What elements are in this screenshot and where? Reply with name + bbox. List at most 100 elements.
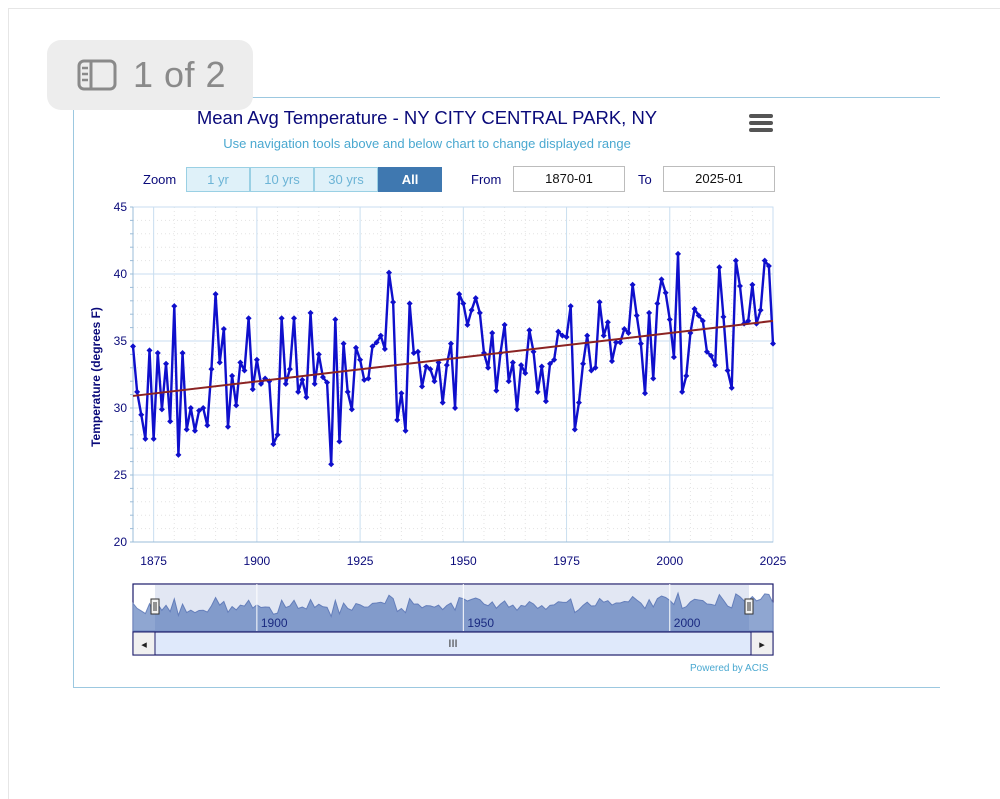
data-point bbox=[414, 348, 421, 355]
data-point bbox=[324, 379, 331, 386]
data-point bbox=[625, 329, 632, 336]
from-label: From bbox=[471, 172, 502, 187]
data-point bbox=[171, 303, 178, 310]
page-border bbox=[8, 8, 1000, 799]
data-point bbox=[291, 315, 298, 322]
data-point bbox=[270, 441, 277, 448]
data-point bbox=[237, 359, 244, 366]
data-point bbox=[567, 303, 574, 310]
temperature-series-line bbox=[131, 252, 775, 466]
data-point bbox=[443, 362, 450, 369]
data-point bbox=[278, 315, 285, 322]
from-date-input[interactable]: 1870-01 bbox=[513, 166, 625, 192]
data-point bbox=[394, 417, 401, 424]
data-point bbox=[427, 366, 434, 373]
data-point bbox=[695, 312, 702, 319]
data-point bbox=[617, 339, 624, 346]
data-point bbox=[716, 264, 723, 271]
data-point bbox=[724, 367, 731, 374]
data-point bbox=[154, 350, 161, 357]
data-point bbox=[258, 380, 264, 387]
data-point bbox=[381, 346, 388, 353]
data-point bbox=[538, 363, 545, 370]
data-point bbox=[555, 328, 562, 335]
hamburger-menu-icon[interactable] bbox=[749, 114, 773, 134]
data-point bbox=[274, 431, 281, 438]
data-point bbox=[348, 406, 355, 413]
x-tick-label: 2025 bbox=[760, 554, 787, 568]
zoom-all-button[interactable]: All bbox=[378, 167, 442, 192]
data-point bbox=[629, 281, 636, 288]
data-point bbox=[666, 316, 673, 323]
data-point bbox=[241, 367, 248, 374]
scrollbar-grip-label: III bbox=[448, 638, 457, 650]
scroll-left-button[interactable] bbox=[132, 631, 156, 656]
x-tick-label: 1875 bbox=[140, 554, 167, 568]
data-point bbox=[456, 291, 463, 298]
data-point bbox=[658, 276, 665, 283]
data-point bbox=[208, 366, 215, 373]
x-tick-label: 1900 bbox=[244, 554, 271, 568]
y-tick-label: 25 bbox=[114, 468, 128, 482]
page-indicator[interactable]: 1 of 2 bbox=[47, 40, 253, 110]
to-date-input[interactable]: 2025-01 bbox=[663, 166, 775, 192]
data-point bbox=[675, 250, 682, 257]
x-tick-label: 1925 bbox=[347, 554, 374, 568]
navigator-tick-label: 1900 bbox=[261, 616, 288, 630]
data-point bbox=[303, 394, 310, 401]
data-point bbox=[770, 340, 776, 347]
data-point bbox=[534, 388, 541, 395]
data-point bbox=[386, 269, 392, 276]
data-point bbox=[299, 376, 306, 383]
data-point bbox=[464, 321, 471, 328]
scrollbar-thumb[interactable] bbox=[156, 633, 750, 654]
sidebar-icon bbox=[77, 59, 117, 91]
data-point bbox=[485, 364, 492, 371]
data-point bbox=[419, 383, 426, 390]
data-point bbox=[332, 316, 339, 323]
x-tick-label: 2000 bbox=[656, 554, 683, 568]
navigator-left-handle[interactable] bbox=[150, 598, 160, 615]
data-point bbox=[736, 283, 743, 290]
data-point bbox=[460, 300, 467, 307]
zoom-10yrs-button[interactable]: 10 yrs bbox=[250, 167, 314, 192]
data-point bbox=[204, 422, 211, 429]
chart-title: Mean Avg Temperature - NY CITY CENTRAL P… bbox=[196, 107, 658, 128]
data-point bbox=[282, 380, 289, 387]
data-point bbox=[373, 339, 380, 346]
data-point bbox=[146, 347, 153, 354]
data-point bbox=[233, 402, 240, 409]
data-point bbox=[757, 307, 764, 314]
zoom-30yrs-button[interactable]: 30 yrs bbox=[314, 167, 378, 192]
data-point bbox=[340, 340, 347, 347]
data-point bbox=[390, 299, 397, 306]
data-point bbox=[526, 327, 533, 334]
y-tick-label: 35 bbox=[114, 334, 128, 348]
y-tick-label: 20 bbox=[114, 535, 128, 549]
data-point bbox=[604, 319, 611, 326]
data-point bbox=[423, 363, 430, 370]
powered-by-link[interactable]: Powered by ACIS bbox=[690, 663, 769, 674]
data-point bbox=[163, 360, 170, 367]
zoom-1yr-button[interactable]: 1 yr bbox=[186, 167, 250, 192]
data-point bbox=[295, 388, 302, 395]
navigator-right-handle[interactable] bbox=[744, 598, 754, 615]
data-point bbox=[584, 332, 591, 339]
data-point bbox=[220, 325, 227, 332]
data-point bbox=[505, 378, 512, 385]
data-point bbox=[377, 332, 384, 339]
data-point bbox=[138, 411, 145, 418]
data-point bbox=[476, 309, 483, 316]
data-point bbox=[600, 332, 607, 339]
page-indicator-label: 1 of 2 bbox=[133, 54, 227, 95]
scroll-right-button[interactable] bbox=[750, 631, 774, 656]
data-point bbox=[224, 423, 231, 430]
data-point bbox=[613, 339, 620, 346]
data-point bbox=[175, 451, 182, 458]
data-point bbox=[245, 315, 252, 322]
data-point bbox=[580, 360, 587, 367]
data-point bbox=[406, 300, 413, 307]
chart-subtitle: Use navigation tools above and below cha… bbox=[223, 136, 631, 151]
data-point bbox=[344, 388, 351, 395]
chart-frame-bottom bbox=[73, 687, 940, 688]
